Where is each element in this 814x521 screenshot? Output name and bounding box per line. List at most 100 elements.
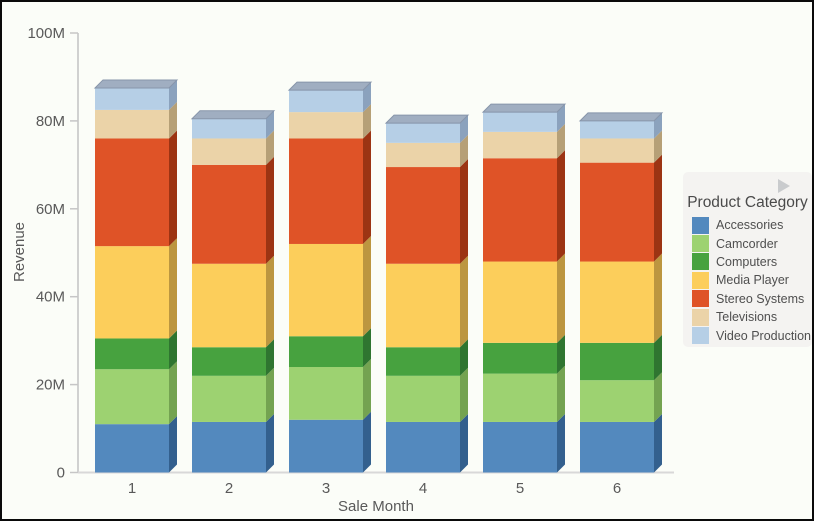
bar-segment-side: [266, 156, 274, 264]
x-axis-title: Sale Month: [338, 498, 414, 515]
bar-segment[interactable]: [192, 375, 266, 422]
legend-label: Stereo Systems: [716, 291, 805, 306]
bar-segment[interactable]: [386, 421, 460, 473]
bar-segment[interactable]: [192, 164, 266, 264]
bar-segment[interactable]: [580, 342, 654, 381]
bar-segment[interactable]: [289, 336, 363, 368]
legend-swatch: [692, 216, 709, 234]
bar-segment-side: [460, 339, 468, 376]
bar-segment[interactable]: [192, 421, 266, 473]
bar-segment[interactable]: [483, 421, 557, 473]
legend-item[interactable]: Televisions: [683, 308, 812, 326]
bar-segment[interactable]: [192, 347, 266, 376]
x-tick-label: 3: [322, 480, 330, 497]
bar-segment-side: [557, 150, 565, 262]
bar-segment[interactable]: [95, 369, 169, 425]
y-tick-label: 40M: [36, 289, 65, 306]
bar-top-bevel: [384, 114, 470, 124]
legend-panel: Product Category Accessories Camcorder Com…: [683, 172, 812, 347]
bar-segment[interactable]: [95, 87, 169, 110]
bar-segment-side: [460, 115, 468, 143]
bar-segment[interactable]: [483, 112, 557, 132]
legend-items: Accessories Camcorder Computers Media Playe…: [683, 216, 812, 345]
legend-item[interactable]: Camcorder: [683, 234, 812, 253]
bar-segment-side: [363, 411, 371, 473]
bar-segment[interactable]: [580, 421, 654, 473]
legend-item[interactable]: Media Player: [683, 271, 812, 289]
bar-segment-side: [169, 79, 177, 110]
bar-segment-side: [363, 328, 371, 368]
bar-segment-side: [654, 130, 662, 163]
legend-item[interactable]: Video Production: [683, 326, 812, 345]
legend-swatch: [692, 253, 709, 271]
bar-segment[interactable]: [95, 424, 169, 473]
bar-segment-side: [363, 82, 371, 113]
bar-segment[interactable]: [386, 142, 460, 168]
bar-segment-side: [169, 238, 177, 339]
bar-segment[interactable]: [580, 162, 654, 262]
bar-segment[interactable]: [289, 367, 363, 420]
bar-segment-side: [557, 104, 565, 132]
bar-segment[interactable]: [386, 375, 460, 422]
bar-segment[interactable]: [192, 138, 266, 165]
bar-segment-side: [363, 359, 371, 420]
bar-segment[interactable]: [192, 263, 266, 348]
x-tick-label: 1: [128, 480, 136, 497]
bar-segment[interactable]: [386, 347, 460, 376]
bar-segment[interactable]: [483, 158, 557, 262]
bar-segment-side: [460, 413, 468, 473]
legend-item[interactable]: Accessories: [683, 216, 812, 234]
x-tick-label: 2: [225, 480, 233, 497]
bar-segment-side: [169, 416, 177, 473]
bar-segment-side: [557, 123, 565, 159]
legend-swatch: [692, 235, 709, 253]
bar-segment[interactable]: [386, 167, 460, 264]
bar-segment[interactable]: [483, 131, 557, 159]
y-tick-label: 100M: [27, 25, 65, 42]
bar-top-bevel: [287, 81, 373, 91]
legend-collapse-arrow-icon[interactable]: [778, 179, 790, 193]
bar-segment-side: [169, 330, 177, 370]
legend-title: Product Category: [687, 194, 808, 211]
bar-segment[interactable]: [580, 261, 654, 343]
bar-segment[interactable]: [580, 138, 654, 163]
legend-label: Televisions: [716, 310, 778, 325]
bar-segment[interactable]: [95, 246, 169, 339]
bar-segment[interactable]: [386, 263, 460, 348]
bar-segment[interactable]: [289, 112, 363, 139]
bar-segment[interactable]: [483, 342, 557, 374]
bar-segment-side: [557, 253, 565, 343]
bar-segment[interactable]: [289, 90, 363, 113]
bar-segment[interactable]: [192, 118, 266, 139]
bar-segment[interactable]: [580, 380, 654, 422]
bar-segment[interactable]: [483, 373, 557, 422]
bar-segment-side: [266, 255, 274, 348]
bar-segment-side: [363, 104, 371, 139]
legend-label: Camcorder: [716, 236, 778, 251]
bar-segment-side: [266, 413, 274, 473]
bar-segment[interactable]: [95, 109, 169, 139]
bar-segment[interactable]: [95, 338, 169, 370]
legend-item[interactable]: Computers: [683, 253, 812, 271]
bar-segment-side: [557, 413, 565, 473]
bar-top-bevel: [481, 103, 567, 113]
bar-segment-side: [266, 339, 274, 376]
legend-swatch: [692, 308, 709, 326]
x-tick-label: 6: [613, 480, 621, 497]
bar-segment-side: [557, 365, 565, 422]
bar-segment[interactable]: [580, 120, 654, 139]
legend-label: Video Production: [716, 328, 811, 343]
bar-segment-side: [363, 130, 371, 244]
bar-segment-side: [654, 154, 662, 262]
legend-label: Accessories: [716, 218, 784, 233]
bar-segment[interactable]: [289, 419, 363, 473]
bar-segment[interactable]: [95, 138, 169, 247]
bar-segment-side: [460, 159, 468, 264]
bar-top-bevel: [190, 110, 276, 120]
bar-segment[interactable]: [483, 261, 557, 343]
bar-segment-side: [460, 367, 468, 422]
bar-segment[interactable]: [289, 243, 363, 337]
bar-segment[interactable]: [386, 123, 460, 143]
bar-segment[interactable]: [289, 138, 363, 244]
legend-item[interactable]: Stereo Systems: [683, 290, 812, 308]
